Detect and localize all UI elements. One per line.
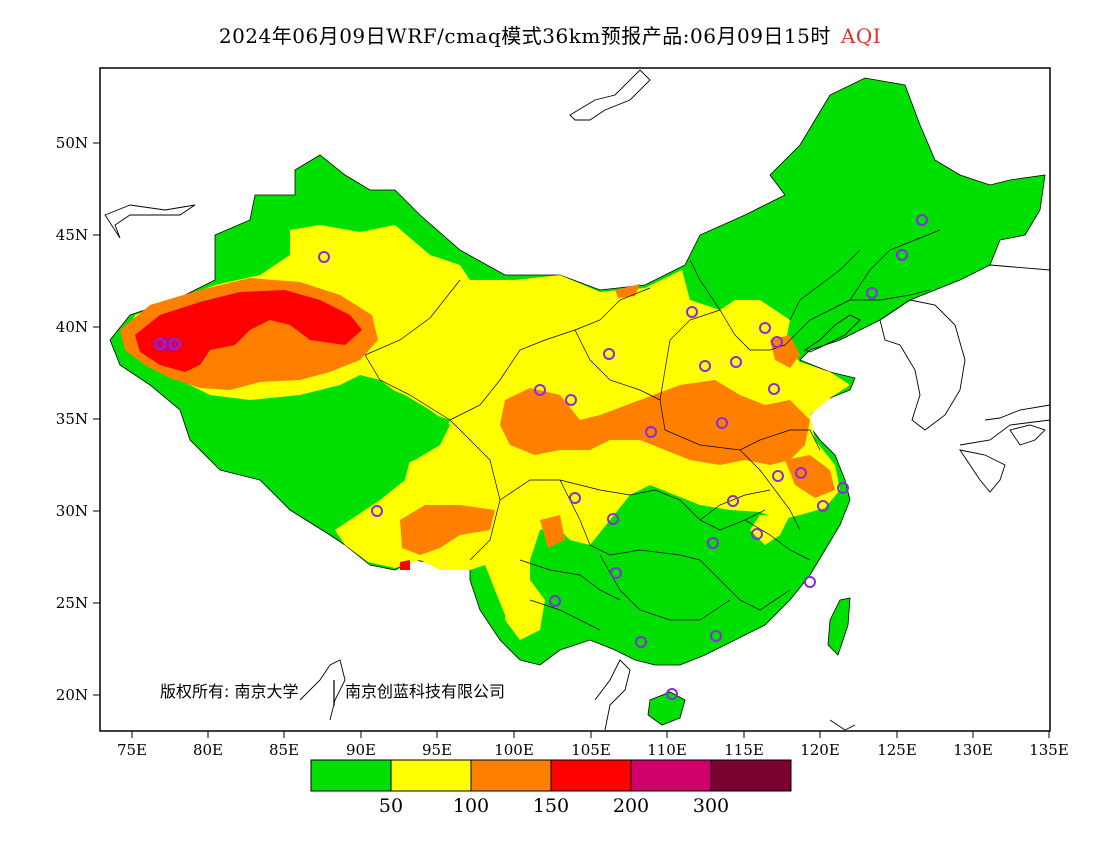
legend-swatch xyxy=(390,759,472,792)
station-marker xyxy=(371,505,383,517)
region-orange-sichuan xyxy=(540,515,565,548)
legend-swatch xyxy=(470,759,552,792)
station-marker xyxy=(771,336,783,348)
station-marker xyxy=(710,630,722,642)
lon-label: 95E xyxy=(422,741,452,759)
legend-label: 150 xyxy=(533,795,569,817)
lat-label: 40N xyxy=(56,318,88,336)
legend-label: 200 xyxy=(613,795,649,817)
lon-label: 135E xyxy=(1029,741,1069,759)
station-marker xyxy=(569,492,581,504)
coastlines xyxy=(104,69,1050,731)
station-marker xyxy=(154,338,166,350)
station-marker xyxy=(686,306,698,318)
lat-label: 45N xyxy=(56,226,88,244)
station-marker xyxy=(772,470,784,482)
lon-label: 90E xyxy=(346,741,376,759)
region-orange-east xyxy=(770,335,800,368)
lat-label: 35N xyxy=(56,410,88,428)
lat-label: 50N xyxy=(56,134,88,152)
legend-swatch xyxy=(710,759,792,792)
legend-swatch xyxy=(630,759,712,792)
lon-label: 75E xyxy=(117,741,147,759)
station-marker xyxy=(817,500,829,512)
lon-label: 100E xyxy=(494,741,534,759)
station-marker xyxy=(169,338,181,350)
lon-label: 125E xyxy=(877,741,917,759)
station-marker xyxy=(804,576,816,588)
station-marker xyxy=(318,251,330,263)
copyright-owner1: 版权所有: 南京大学 xyxy=(160,682,298,701)
hainan-island xyxy=(647,691,686,726)
station-markers xyxy=(154,214,928,700)
station-marker xyxy=(707,537,719,549)
station-marker xyxy=(727,495,739,507)
lon-label: 80E xyxy=(193,741,223,759)
legend-label: 100 xyxy=(453,795,489,817)
lon-label: 130E xyxy=(953,741,993,759)
lon-label: 115E xyxy=(724,741,764,759)
map-content: 版权所有: 南京大学 南京创蓝科技有限公司 xyxy=(104,69,1050,731)
station-marker xyxy=(645,426,657,438)
map-title: 2024年06月09日WRF/cmaq模式36km预报产品:06月09日15时 A… xyxy=(0,20,1100,49)
region-orange-central xyxy=(500,380,810,465)
lon-label: 105E xyxy=(571,741,611,759)
station-marker xyxy=(837,482,849,494)
legend-label: 50 xyxy=(379,795,403,817)
region-green-pocket xyxy=(350,385,450,470)
lon-label: 85E xyxy=(269,741,299,759)
title-product: AQI xyxy=(840,24,882,48)
taiwan-island xyxy=(827,597,851,656)
station-marker xyxy=(768,383,780,395)
station-marker xyxy=(716,417,728,429)
station-marker xyxy=(666,688,678,700)
station-marker xyxy=(534,384,546,396)
station-marker xyxy=(866,287,878,299)
region-red-taklamakan xyxy=(135,290,362,372)
lat-axis xyxy=(93,142,100,696)
copyright-owner2: 南京创蓝科技有限公司 xyxy=(345,682,505,701)
legend-label: 300 xyxy=(693,795,729,817)
station-marker xyxy=(610,567,622,579)
station-marker xyxy=(795,467,807,479)
province-boundaries xyxy=(364,229,941,631)
region-orange-jiangsu xyxy=(785,455,835,498)
map-frame xyxy=(99,67,1051,732)
lat-label: 30N xyxy=(56,502,88,520)
lon-label: 120E xyxy=(800,741,840,759)
region-red-tibet xyxy=(400,560,410,570)
legend-swatch xyxy=(310,759,392,792)
station-marker xyxy=(603,348,615,360)
station-marker xyxy=(759,322,771,334)
station-marker xyxy=(751,528,763,540)
aqi-legend xyxy=(310,759,792,792)
legend-swatch xyxy=(550,759,632,792)
station-marker xyxy=(635,636,647,648)
region-yellow-sw xyxy=(505,580,545,640)
lon-axis xyxy=(131,731,1050,738)
lat-label: 25N xyxy=(56,594,88,612)
lat-label: 20N xyxy=(56,686,88,704)
lon-label: 110E xyxy=(647,741,687,759)
station-marker xyxy=(916,214,928,226)
station-marker xyxy=(549,595,561,607)
station-marker xyxy=(565,394,577,406)
station-marker xyxy=(896,249,908,261)
station-marker xyxy=(730,356,742,368)
station-marker xyxy=(699,360,711,372)
region-orange-tibet-s xyxy=(400,505,495,555)
title-main: 2024年06月09日WRF/cmaq模式36km预报产品:06月09日15时 xyxy=(218,24,831,48)
station-marker xyxy=(607,513,619,525)
